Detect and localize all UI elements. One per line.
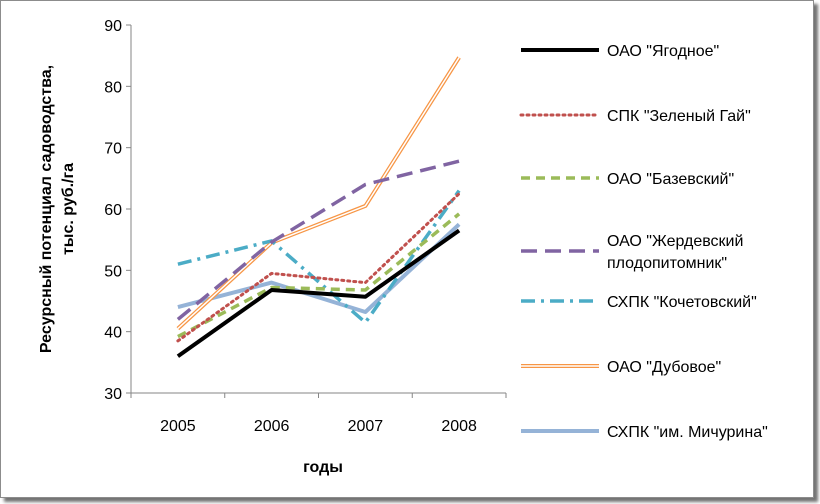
legend-label: ОАО "Базевский" bbox=[607, 171, 734, 188]
series-line-7 bbox=[177, 222, 461, 314]
legend-label: ОАО "Дубовое" bbox=[607, 359, 721, 376]
legend-item: СПК "Зеленый Гай" bbox=[519, 108, 751, 125]
y-tick-label: 30 bbox=[104, 386, 122, 403]
line-chart: 30 40 50 60 70 80 90 2005 2006 2007 2008 ОАО "Ягод… bbox=[38, 18, 768, 476]
legend-item: СХПК "им. Мичурина" bbox=[521, 424, 768, 441]
y-tick-label: 40 bbox=[104, 325, 122, 342]
series-line-6 bbox=[176, 56, 461, 331]
y-tick-label: 60 bbox=[104, 202, 122, 219]
series-line-4 bbox=[176, 159, 460, 321]
x-tick-label: 2007 bbox=[348, 418, 384, 435]
legend-item: ОАО "Базевский" bbox=[521, 171, 734, 188]
series-line-1 bbox=[176, 228, 461, 358]
legend-item: СХПК "Кочетовский" bbox=[521, 294, 757, 311]
legend: ОАО "Ягодное" СПК "Зеленый Гай" ОАО "Базев… bbox=[519, 43, 768, 441]
y-tick-label: 70 bbox=[104, 141, 122, 158]
y-tick-label: 80 bbox=[104, 79, 122, 96]
legend-label: СХПК "Кочетовский" bbox=[607, 294, 757, 311]
x-axis-title: годы bbox=[303, 459, 343, 476]
legend-item: ОАО "Дубовое" bbox=[521, 359, 721, 376]
series-line-2 bbox=[176, 192, 461, 343]
x-tick-label: 2006 bbox=[254, 418, 290, 435]
legend-label: ОАО "Жердевский плодопитомник" bbox=[607, 233, 743, 272]
series-line-5 bbox=[177, 189, 461, 325]
legend-item: ОАО "Ягодное" bbox=[521, 43, 719, 60]
y-axis-title-text: Ресурсный потенциал садоводства, тыс. руб… bbox=[38, 65, 77, 353]
y-tick-label: 90 bbox=[104, 18, 122, 35]
legend-label: СПК "Зеленый Гай" bbox=[607, 108, 751, 125]
legend-label: СХПК "им. Мичурина" bbox=[607, 424, 768, 441]
legend-item: ОАО "Жердевский плодопитомник" bbox=[521, 233, 743, 272]
axes: 30 40 50 60 70 80 90 2005 2006 2007 2008 bbox=[104, 18, 507, 435]
y-axis-title: Ресурсный потенциал садоводства, тыс. руб… bbox=[38, 65, 77, 353]
series-group bbox=[176, 56, 461, 358]
y-tick-label: 50 bbox=[104, 263, 122, 280]
x-tick-label: 2008 bbox=[441, 418, 477, 435]
series-line-3 bbox=[177, 212, 461, 339]
x-tick-label: 2005 bbox=[160, 418, 196, 435]
legend-label: ОАО "Ягодное" bbox=[607, 43, 719, 60]
